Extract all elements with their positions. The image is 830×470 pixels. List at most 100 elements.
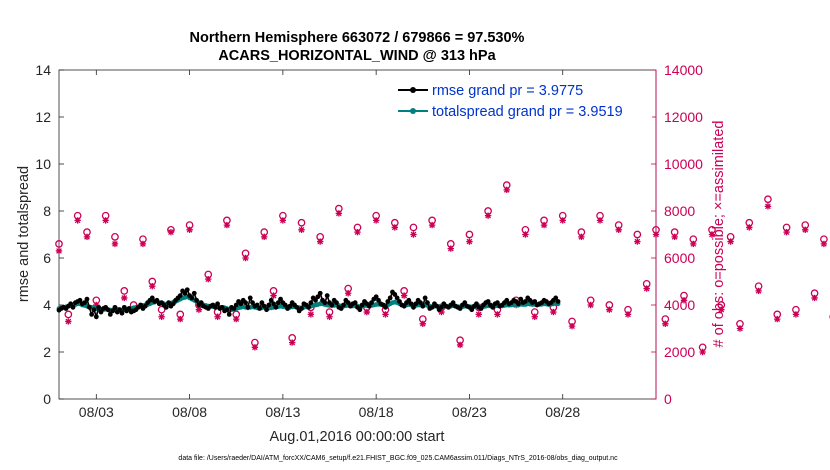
assimilated-obs-point <box>279 217 287 224</box>
rmse-point <box>299 306 304 311</box>
rmse-point <box>345 300 351 306</box>
assimilated-obs-point <box>550 308 557 316</box>
rmse-point <box>105 307 111 313</box>
possible-obs-point <box>633 230 642 239</box>
rmse-point <box>518 296 524 302</box>
rmse-point <box>485 299 491 304</box>
y-right-tick-label: 4000 <box>664 297 695 313</box>
assimilated-obs-point <box>326 313 333 320</box>
assimilated-obs-point <box>400 292 408 299</box>
assimilated-obs-point <box>690 240 697 248</box>
assimilated-obs-point <box>410 231 417 238</box>
left-axis: 0 2 4 6 8 10 12 14 <box>35 62 64 407</box>
assimilated-obs-point <box>195 306 203 313</box>
rmse-point <box>495 300 500 306</box>
assimilated-obs-point <box>158 313 165 320</box>
y-right-tick-label: 2000 <box>664 344 695 360</box>
rmse-point <box>478 306 484 311</box>
assimilated-obs-point <box>596 217 604 224</box>
assimilated-obs-point <box>820 240 828 248</box>
legend-spread-label: totalspread grand pr = 3.9519 <box>432 104 623 120</box>
assimilated-obs-point <box>578 233 585 241</box>
rmse-point <box>373 294 379 300</box>
rmse-point <box>394 295 400 301</box>
rmse-point <box>189 295 195 301</box>
rmse-point <box>107 312 113 317</box>
assimilated-obs-point <box>93 301 100 309</box>
rmse-point <box>273 304 279 310</box>
y-axis-right-label: # of obs: o=possible; ×=assimilated <box>711 121 727 348</box>
rmse-point <box>462 300 468 306</box>
assimilated-obs-point <box>755 287 762 295</box>
rmse-point <box>329 302 335 308</box>
possible-obs-point <box>111 233 119 241</box>
y-axis-label: rmse and totalspread <box>16 166 32 302</box>
assimilated-obs-point <box>475 311 482 318</box>
possible-obs-point <box>764 195 772 204</box>
assimilated-obs-point <box>484 212 492 219</box>
possible-obs-point <box>120 287 129 295</box>
rmse-point <box>275 300 281 306</box>
legend-spread-marker <box>410 108 416 114</box>
rmse-point <box>268 297 274 303</box>
rmse-point <box>282 302 288 308</box>
assimilated-obs-point <box>214 313 221 320</box>
rmse-series <box>56 287 561 320</box>
rmse-point <box>383 304 388 310</box>
assimilated-obs-point <box>307 311 315 318</box>
rmse-point <box>96 304 102 310</box>
assimilated-obs-point <box>372 217 380 224</box>
y-right-tick-label: 8000 <box>664 203 695 219</box>
rmse-point <box>119 310 125 316</box>
x-tick-label: 08/28 <box>545 404 580 420</box>
assimilated-obs-point <box>568 322 576 330</box>
y-tick-label: 2 <box>43 344 51 360</box>
rmse-point <box>313 297 318 303</box>
assimilated-obs-point <box>167 228 175 236</box>
rmse-point <box>91 307 97 313</box>
rmse-point <box>418 300 423 306</box>
rmse-point <box>385 299 391 304</box>
possible-obs-point <box>64 310 73 319</box>
rmse-point <box>413 301 419 307</box>
rmse-point <box>532 299 538 304</box>
rmse-point <box>450 300 456 306</box>
assimilated-obs-point <box>205 275 212 283</box>
rmse-point <box>184 287 190 293</box>
legend: rmse grand pr = 3.9775 totalspread grand… <box>394 78 652 122</box>
y-tick-label: 12 <box>35 109 51 125</box>
assimilated-obs-point <box>540 221 548 229</box>
rmse-point <box>243 300 248 306</box>
assimilated-obs-point <box>727 238 734 245</box>
assimilated-obs-point <box>606 306 613 313</box>
assimilated-obs-point <box>447 245 454 252</box>
assimilated-obs-point <box>615 226 622 233</box>
assimilated-obs-point <box>335 210 343 217</box>
x-tick-label: 08/23 <box>452 404 487 420</box>
rmse-point <box>170 301 176 307</box>
y-tick-label: 10 <box>35 156 51 172</box>
rmse-point <box>523 299 528 304</box>
data-file-footer: data file: /Users/raeder/DAI/ATM_forcXX/… <box>178 455 618 462</box>
assimilated-obs-point <box>680 297 688 304</box>
y-tick-label: 6 <box>43 250 51 266</box>
assimilated-obs-point <box>83 233 91 241</box>
rmse-point <box>177 293 183 298</box>
rmse-point <box>516 301 521 307</box>
rmse-point <box>89 312 95 317</box>
rmse-point <box>261 303 267 309</box>
assimilated-obs-point <box>624 311 632 318</box>
assimilated-obs-point <box>223 221 231 229</box>
rmse-point <box>490 304 496 310</box>
assimilated-obs-point <box>559 217 566 224</box>
rmse-point <box>231 306 237 311</box>
rmse-point <box>245 304 251 310</box>
rmse-point <box>126 306 132 311</box>
y-tick-label: 0 <box>43 391 51 407</box>
rmse-point <box>93 314 99 320</box>
rmse-point <box>315 294 321 300</box>
rmse-point <box>264 307 269 313</box>
assimilated-obs-point <box>662 320 669 327</box>
rmse-point <box>376 297 381 303</box>
rmse-point <box>359 302 365 308</box>
